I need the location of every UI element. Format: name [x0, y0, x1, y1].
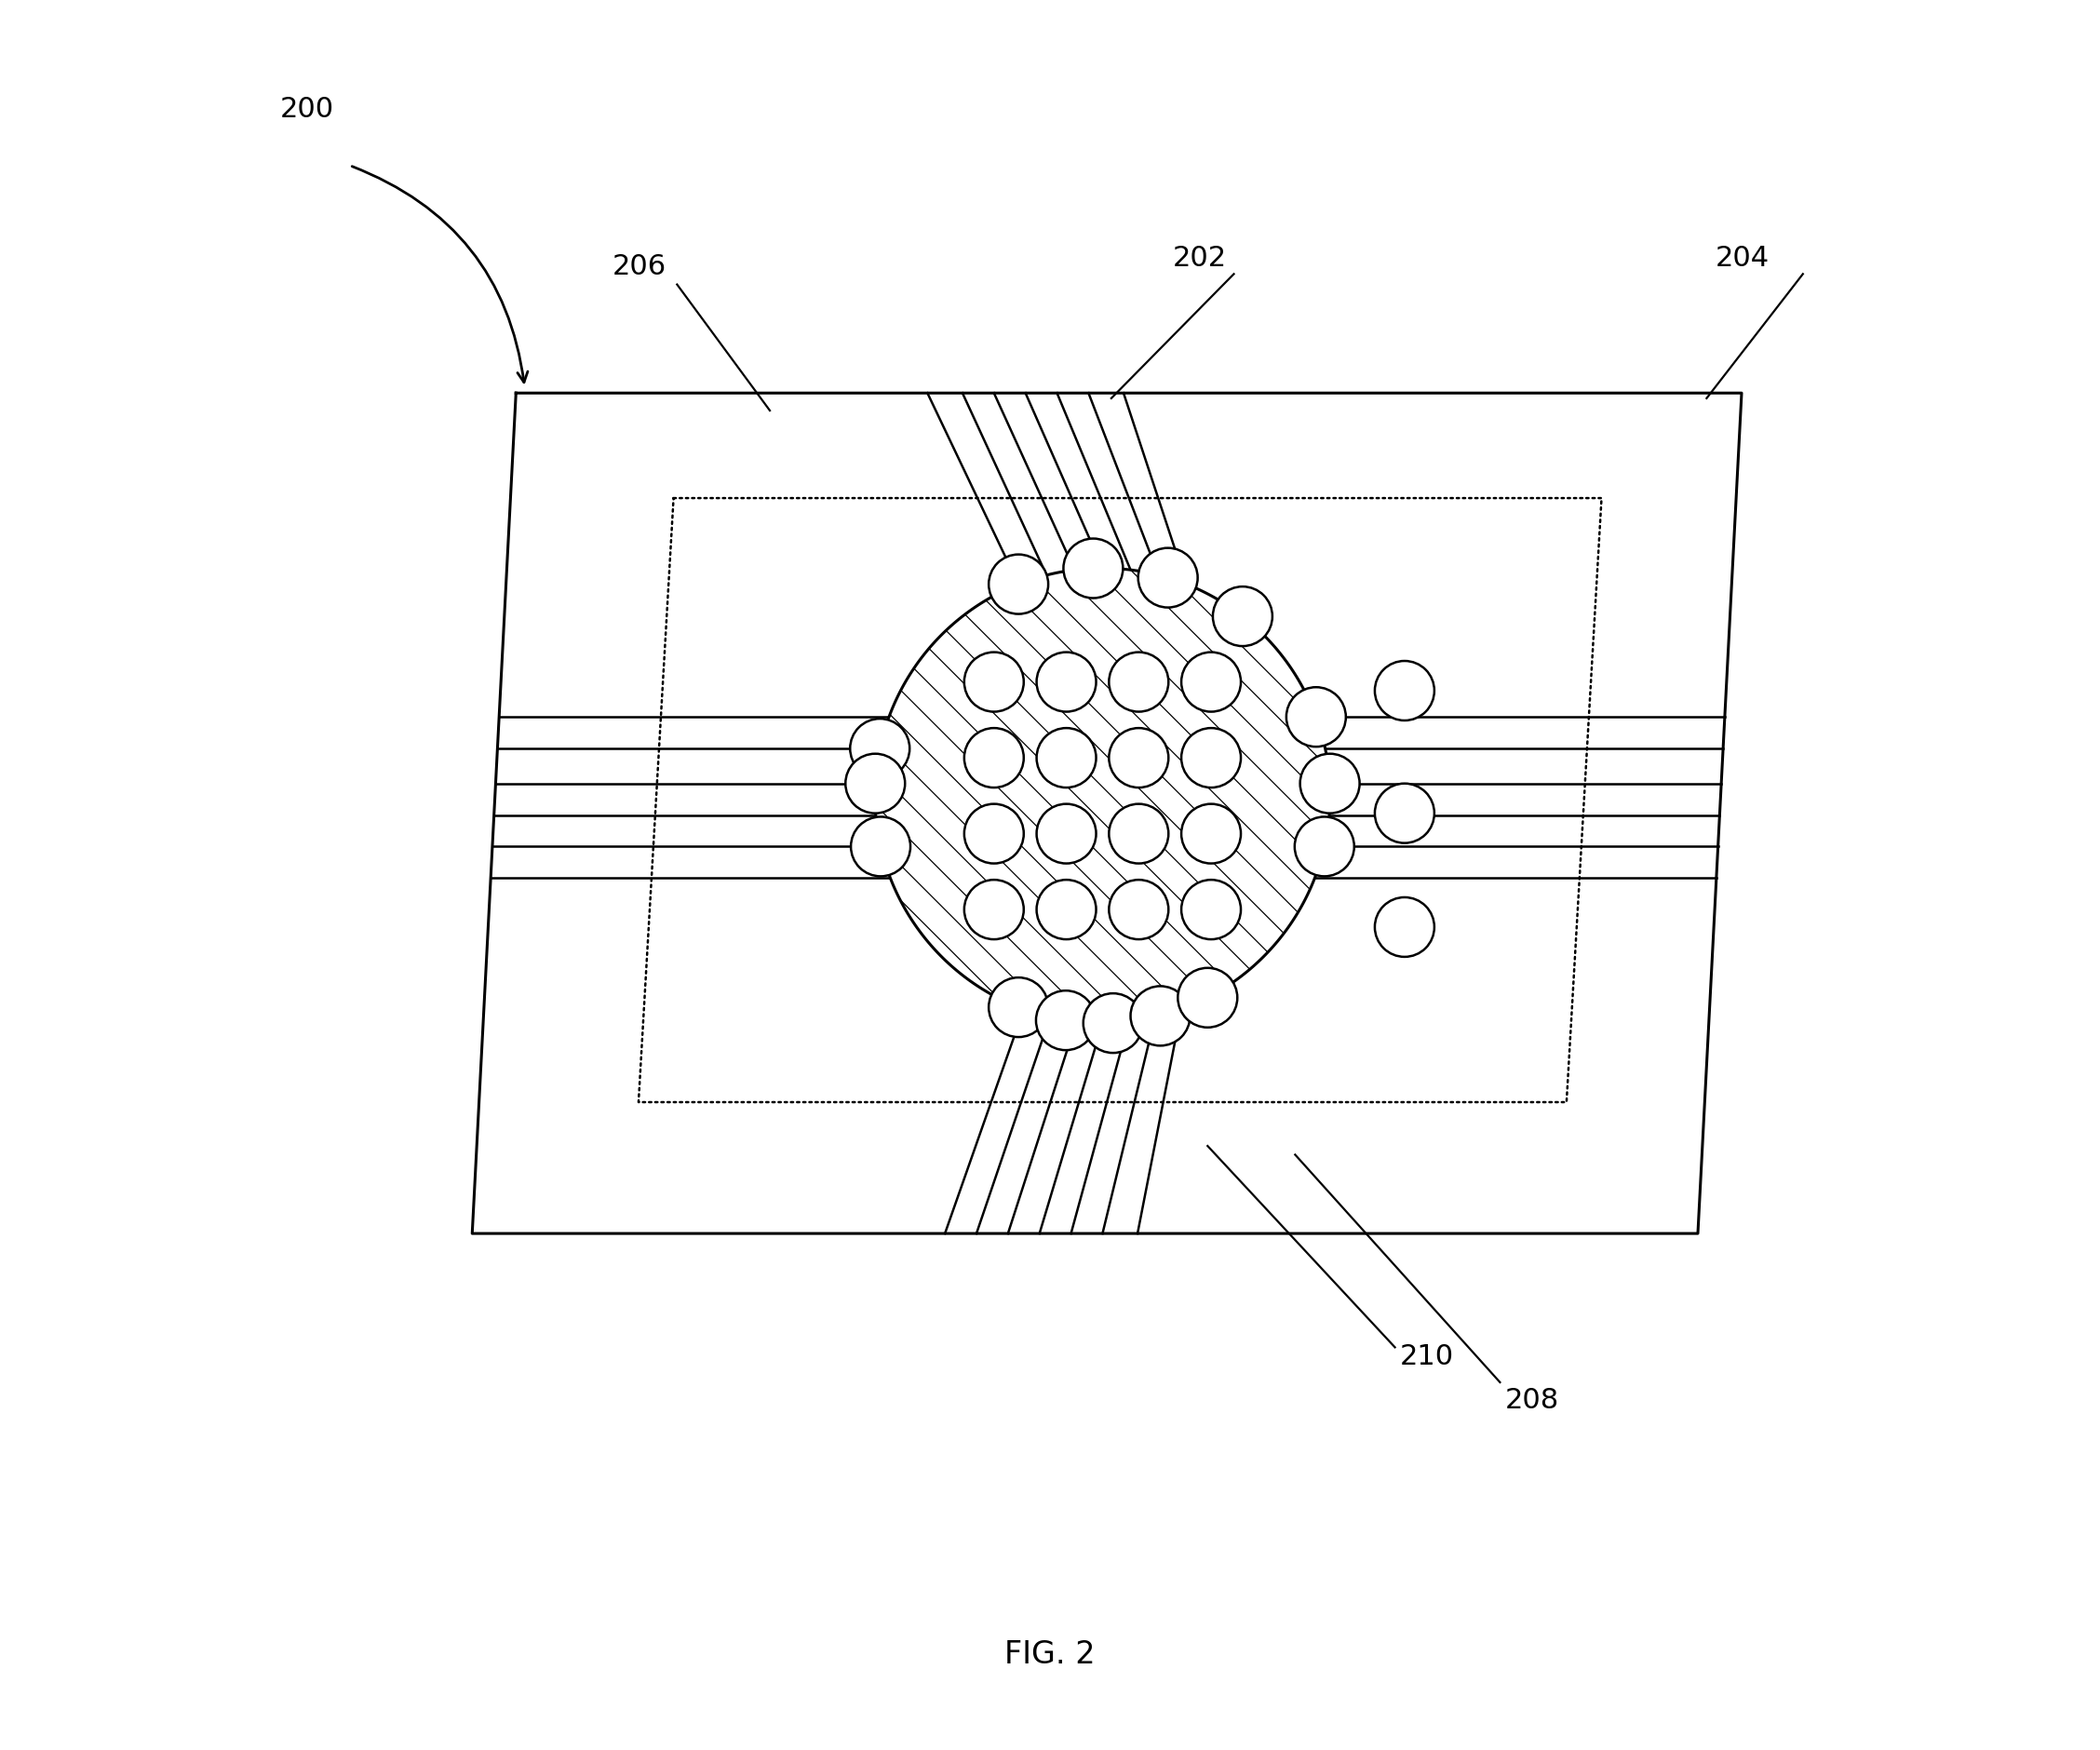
Circle shape: [1037, 653, 1096, 712]
Circle shape: [1063, 539, 1124, 598]
Text: 204: 204: [1716, 245, 1770, 271]
Circle shape: [1109, 653, 1168, 712]
Text: FIG. 2: FIG. 2: [1004, 1638, 1096, 1670]
Circle shape: [1182, 805, 1241, 864]
Circle shape: [850, 719, 909, 779]
Circle shape: [1109, 880, 1168, 940]
Circle shape: [964, 880, 1023, 940]
Text: 200: 200: [279, 96, 334, 123]
Circle shape: [1182, 728, 1241, 788]
FancyArrowPatch shape: [353, 168, 527, 383]
Circle shape: [1294, 817, 1354, 877]
Circle shape: [1109, 805, 1168, 864]
Circle shape: [1376, 662, 1434, 721]
Circle shape: [964, 728, 1023, 788]
Circle shape: [1138, 548, 1197, 607]
Circle shape: [850, 817, 911, 877]
Circle shape: [1300, 754, 1359, 814]
Text: 206: 206: [613, 254, 666, 280]
Text: 208: 208: [1506, 1386, 1560, 1414]
Circle shape: [1084, 994, 1142, 1054]
Circle shape: [989, 555, 1048, 614]
Circle shape: [1178, 968, 1237, 1027]
Circle shape: [1109, 728, 1168, 788]
Circle shape: [1376, 784, 1434, 844]
Circle shape: [1214, 588, 1273, 648]
Circle shape: [1035, 990, 1096, 1050]
Circle shape: [1182, 653, 1241, 712]
Text: 202: 202: [1172, 245, 1226, 271]
Text: 210: 210: [1401, 1342, 1455, 1370]
Circle shape: [1376, 898, 1434, 957]
Circle shape: [1037, 880, 1096, 940]
Circle shape: [1182, 880, 1241, 940]
Circle shape: [1037, 728, 1096, 788]
Circle shape: [1287, 688, 1346, 747]
Circle shape: [1037, 805, 1096, 864]
Circle shape: [964, 653, 1023, 712]
Circle shape: [1130, 987, 1191, 1046]
Polygon shape: [876, 569, 1329, 1024]
Circle shape: [964, 805, 1023, 864]
Circle shape: [846, 754, 905, 814]
Circle shape: [989, 978, 1048, 1038]
